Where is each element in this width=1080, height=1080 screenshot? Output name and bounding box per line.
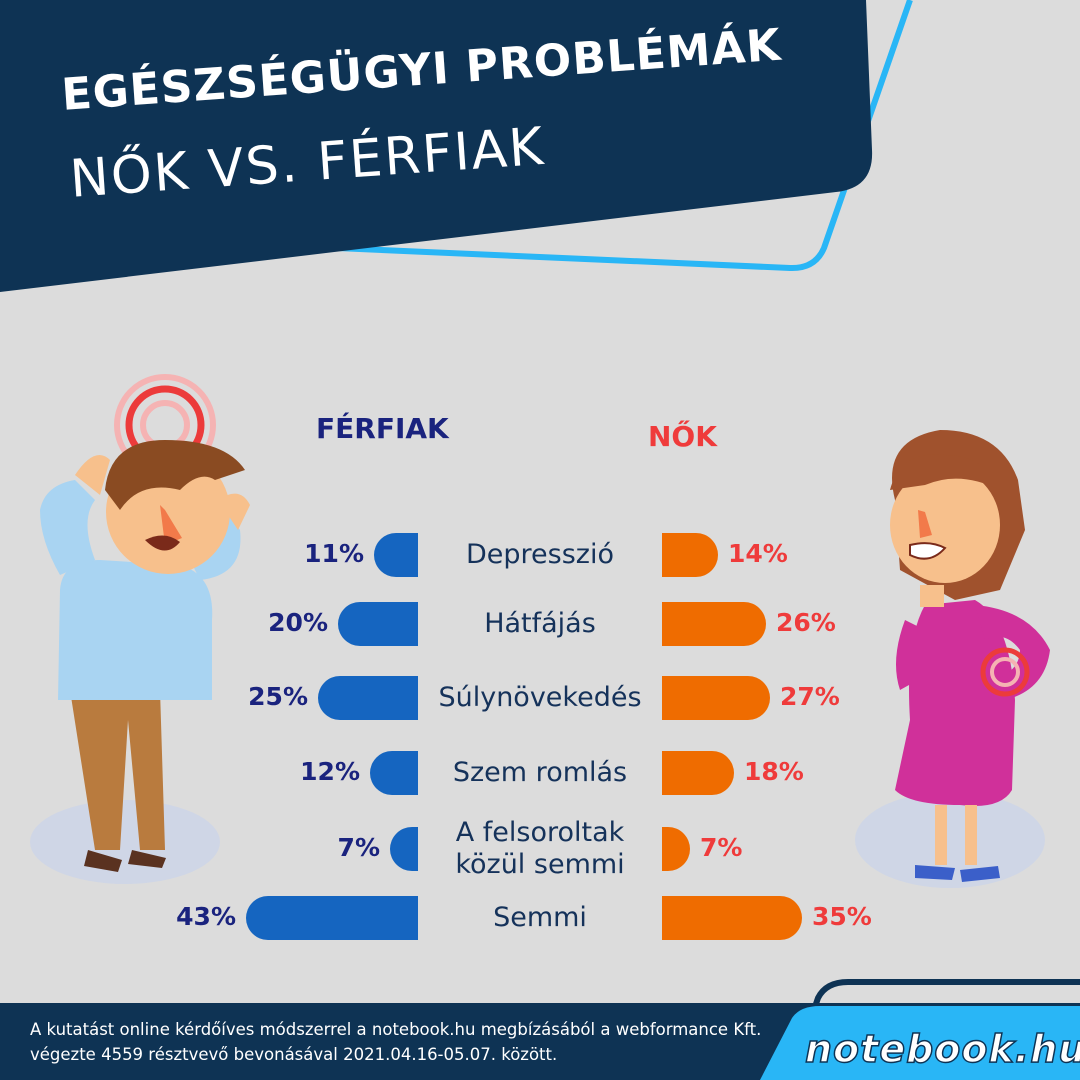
category-label-line: Szem romlás [452,757,628,788]
men-bar [246,896,418,940]
men-floor-shadow [30,800,220,884]
men-bar [370,751,418,795]
women-bar [662,533,718,577]
men-bar [374,533,418,577]
women-bar [662,896,802,940]
category-label: Hátfájás [415,608,665,640]
women-floor-shadow [855,792,1045,888]
men-bar [338,602,418,646]
category-label: Súlynövekedés [415,682,665,714]
men-bar [390,827,418,871]
women-value-label: 27% [780,682,840,711]
women-value-label: 14% [728,539,788,568]
men-value-label: 20% [268,608,328,637]
category-label-line: közül semmi [455,849,625,880]
women-value-label: 26% [776,608,836,637]
category-label-line: Depresszió [466,539,614,570]
footer-note: A kutatást online kérdőíves módszerrel a… [30,1020,762,1064]
category-label: Szem romlás [415,757,665,789]
woman-illustration [890,430,1050,882]
category-label-line: Hátfájás [484,608,596,639]
women-bar [662,676,770,720]
men-value-label: 25% [248,682,308,711]
men-value-label: 43% [176,902,236,931]
footer-logo-outline [787,979,1080,1080]
footer-logo-panel [760,1006,1080,1080]
category-label-line: A felsoroltak [455,817,625,848]
header-accent-outline [39,0,913,272]
men-value-label: 11% [304,539,364,568]
women-value-label: 35% [812,902,872,931]
women-value-label: 18% [744,757,804,786]
men-value-label: 12% [300,757,360,786]
brand-logo: notebook.hu [804,1026,1080,1072]
man-illustration [40,374,250,872]
header-band [0,0,873,292]
category-label: Depresszió [415,539,665,571]
men-column-header: FÉRFIAK [316,412,449,445]
category-label-line: Semmi [493,902,587,933]
women-bar [662,602,766,646]
men-bar [318,676,418,720]
category-label: A felsoroltak közül semmi [415,817,665,881]
category-label: Semmi [415,902,665,934]
women-value-label: 7% [700,833,743,862]
women-bar [662,751,734,795]
men-value-label: 7% [337,833,380,862]
category-label-line: Súlynövekedés [438,682,642,713]
women-column-header: NŐK [648,420,717,453]
